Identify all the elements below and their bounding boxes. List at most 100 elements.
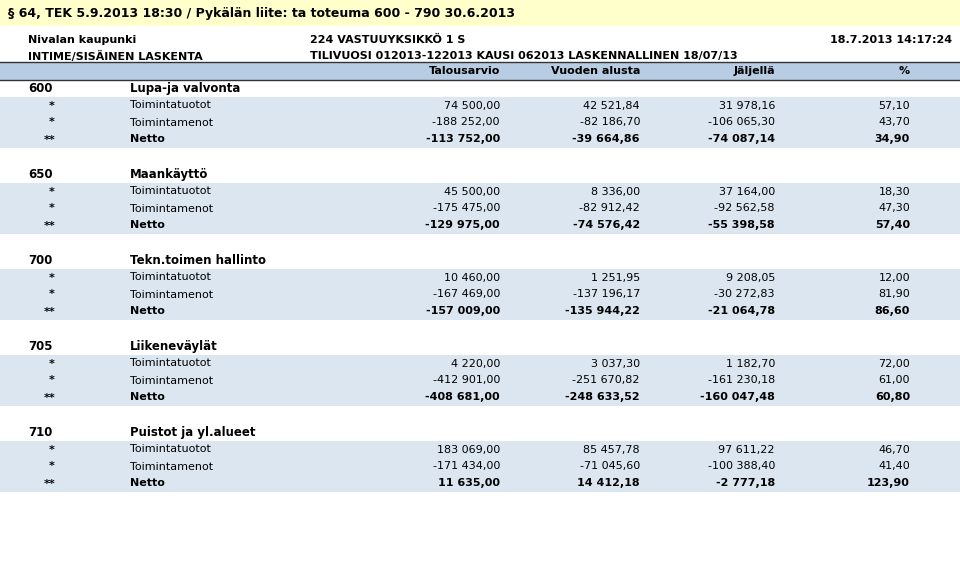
Bar xyxy=(0,355,960,372)
Text: -129 975,00: -129 975,00 xyxy=(425,220,500,231)
Text: 31 978,16: 31 978,16 xyxy=(719,101,775,110)
Text: 9 208,05: 9 208,05 xyxy=(726,272,775,283)
Text: 1 182,70: 1 182,70 xyxy=(726,358,775,369)
Text: Vuoden alusta: Vuoden alusta xyxy=(551,66,640,76)
Text: Netto: Netto xyxy=(130,306,165,317)
Text: 123,90: 123,90 xyxy=(867,479,910,488)
Text: *: * xyxy=(49,272,55,283)
Text: *: * xyxy=(49,117,55,128)
Text: -2 777,18: -2 777,18 xyxy=(716,479,775,488)
Text: INTIME/SISÄINEN LASKENTA: INTIME/SISÄINEN LASKENTA xyxy=(28,50,203,61)
Text: 34,90: 34,90 xyxy=(875,135,910,144)
Text: **: ** xyxy=(43,135,55,144)
Text: **: ** xyxy=(43,306,55,317)
Text: 14 412,18: 14 412,18 xyxy=(577,479,640,488)
Text: *: * xyxy=(49,187,55,197)
Text: -82 186,70: -82 186,70 xyxy=(580,117,640,128)
Text: *: * xyxy=(49,203,55,213)
Bar xyxy=(0,303,960,320)
Text: -21 064,78: -21 064,78 xyxy=(708,306,775,317)
Text: -39 664,86: -39 664,86 xyxy=(572,135,640,144)
Text: 60,80: 60,80 xyxy=(875,392,910,402)
Text: -106 065,30: -106 065,30 xyxy=(708,117,775,128)
Text: Jäljellä: Jäljellä xyxy=(733,66,775,76)
Text: *: * xyxy=(49,101,55,110)
Text: -160 047,48: -160 047,48 xyxy=(700,392,775,402)
Text: -74 087,14: -74 087,14 xyxy=(708,135,775,144)
Text: 710: 710 xyxy=(28,426,53,439)
Text: 18.7.2013 14:17:24: 18.7.2013 14:17:24 xyxy=(829,35,952,45)
Bar xyxy=(0,286,960,303)
Bar xyxy=(0,97,960,114)
Bar xyxy=(0,389,960,406)
Text: 86,60: 86,60 xyxy=(875,306,910,317)
Text: 705: 705 xyxy=(28,340,53,353)
Text: Toimintamenot: Toimintamenot xyxy=(130,203,213,213)
Text: Netto: Netto xyxy=(130,135,165,144)
Text: Toimintamenot: Toimintamenot xyxy=(130,117,213,128)
Text: -408 681,00: -408 681,00 xyxy=(425,392,500,402)
Text: 4 220,00: 4 220,00 xyxy=(450,358,500,369)
Bar xyxy=(0,62,960,80)
Text: 57,40: 57,40 xyxy=(875,220,910,231)
Bar xyxy=(0,114,960,131)
Text: Toimintatuotot: Toimintatuotot xyxy=(130,101,211,110)
Text: 47,30: 47,30 xyxy=(878,203,910,213)
Text: Maankäyttö: Maankäyttö xyxy=(130,168,208,181)
Text: 224 VASTUUYKSIKKÖ 1 S: 224 VASTUUYKSIKKÖ 1 S xyxy=(310,35,466,45)
Text: 12,00: 12,00 xyxy=(878,272,910,283)
Text: -82 912,42: -82 912,42 xyxy=(579,203,640,213)
Text: -412 901,00: -412 901,00 xyxy=(433,376,500,386)
Text: 43,70: 43,70 xyxy=(878,117,910,128)
Text: -248 633,52: -248 633,52 xyxy=(565,392,640,402)
Text: Toimintatuotot: Toimintatuotot xyxy=(130,444,211,454)
Text: Netto: Netto xyxy=(130,392,165,402)
Text: -175 475,00: -175 475,00 xyxy=(433,203,500,213)
Text: 46,70: 46,70 xyxy=(878,444,910,454)
Text: Nivalan kaupunki: Nivalan kaupunki xyxy=(28,35,136,45)
Text: 183 069,00: 183 069,00 xyxy=(437,444,500,454)
Text: -113 752,00: -113 752,00 xyxy=(425,135,500,144)
Text: Toimintamenot: Toimintamenot xyxy=(130,376,213,386)
Text: 72,00: 72,00 xyxy=(878,358,910,369)
Text: -71 045,60: -71 045,60 xyxy=(580,461,640,472)
Text: Toimintatuotot: Toimintatuotot xyxy=(130,358,211,369)
Text: Lupa-ja valvonta: Lupa-ja valvonta xyxy=(130,82,240,95)
Bar xyxy=(0,372,960,389)
Bar xyxy=(0,441,960,458)
Bar xyxy=(0,217,960,234)
Text: 10 460,00: 10 460,00 xyxy=(444,272,500,283)
Text: -74 576,42: -74 576,42 xyxy=(573,220,640,231)
Text: 45 500,00: 45 500,00 xyxy=(444,187,500,197)
Text: -135 944,22: -135 944,22 xyxy=(565,306,640,317)
Text: **: ** xyxy=(43,392,55,402)
Text: § 64, TEK 5.9.2013 18:30 / Pykälän liite: ta toteuma 600 - 790 30.6.2013: § 64, TEK 5.9.2013 18:30 / Pykälän liite… xyxy=(8,6,515,20)
Text: TILIVUOSI 012013-122013 KAUSI 062013 LASKENNALLINEN 18/07/13: TILIVUOSI 012013-122013 KAUSI 062013 LAS… xyxy=(310,51,737,61)
Text: *: * xyxy=(49,444,55,454)
Text: -167 469,00: -167 469,00 xyxy=(433,290,500,299)
Text: Toimintatuotot: Toimintatuotot xyxy=(130,272,211,283)
Text: 700: 700 xyxy=(28,254,53,267)
Text: *: * xyxy=(49,461,55,472)
Text: Talousarvio: Talousarvio xyxy=(428,66,500,76)
Text: -251 670,82: -251 670,82 xyxy=(572,376,640,386)
Text: 61,00: 61,00 xyxy=(878,376,910,386)
Text: Puistot ja yl.alueet: Puistot ja yl.alueet xyxy=(130,426,255,439)
Text: 3 037,30: 3 037,30 xyxy=(590,358,640,369)
Text: -100 388,40: -100 388,40 xyxy=(708,461,775,472)
Text: -161 230,18: -161 230,18 xyxy=(708,376,775,386)
Text: 11 635,00: 11 635,00 xyxy=(438,479,500,488)
Bar xyxy=(0,183,960,200)
Text: 42 521,84: 42 521,84 xyxy=(584,101,640,110)
Text: 18,30: 18,30 xyxy=(878,187,910,197)
Text: 74 500,00: 74 500,00 xyxy=(444,101,500,110)
Text: 57,10: 57,10 xyxy=(878,101,910,110)
Text: 650: 650 xyxy=(28,168,53,181)
Bar xyxy=(0,0,960,26)
Text: Toimintamenot: Toimintamenot xyxy=(130,461,213,472)
Text: Liikeneväylät: Liikeneväylät xyxy=(130,340,218,353)
Text: 85 457,78: 85 457,78 xyxy=(584,444,640,454)
Text: Toimintamenot: Toimintamenot xyxy=(130,290,213,299)
Text: Tekn.toimen hallinto: Tekn.toimen hallinto xyxy=(130,254,266,267)
Text: 600: 600 xyxy=(28,82,53,95)
